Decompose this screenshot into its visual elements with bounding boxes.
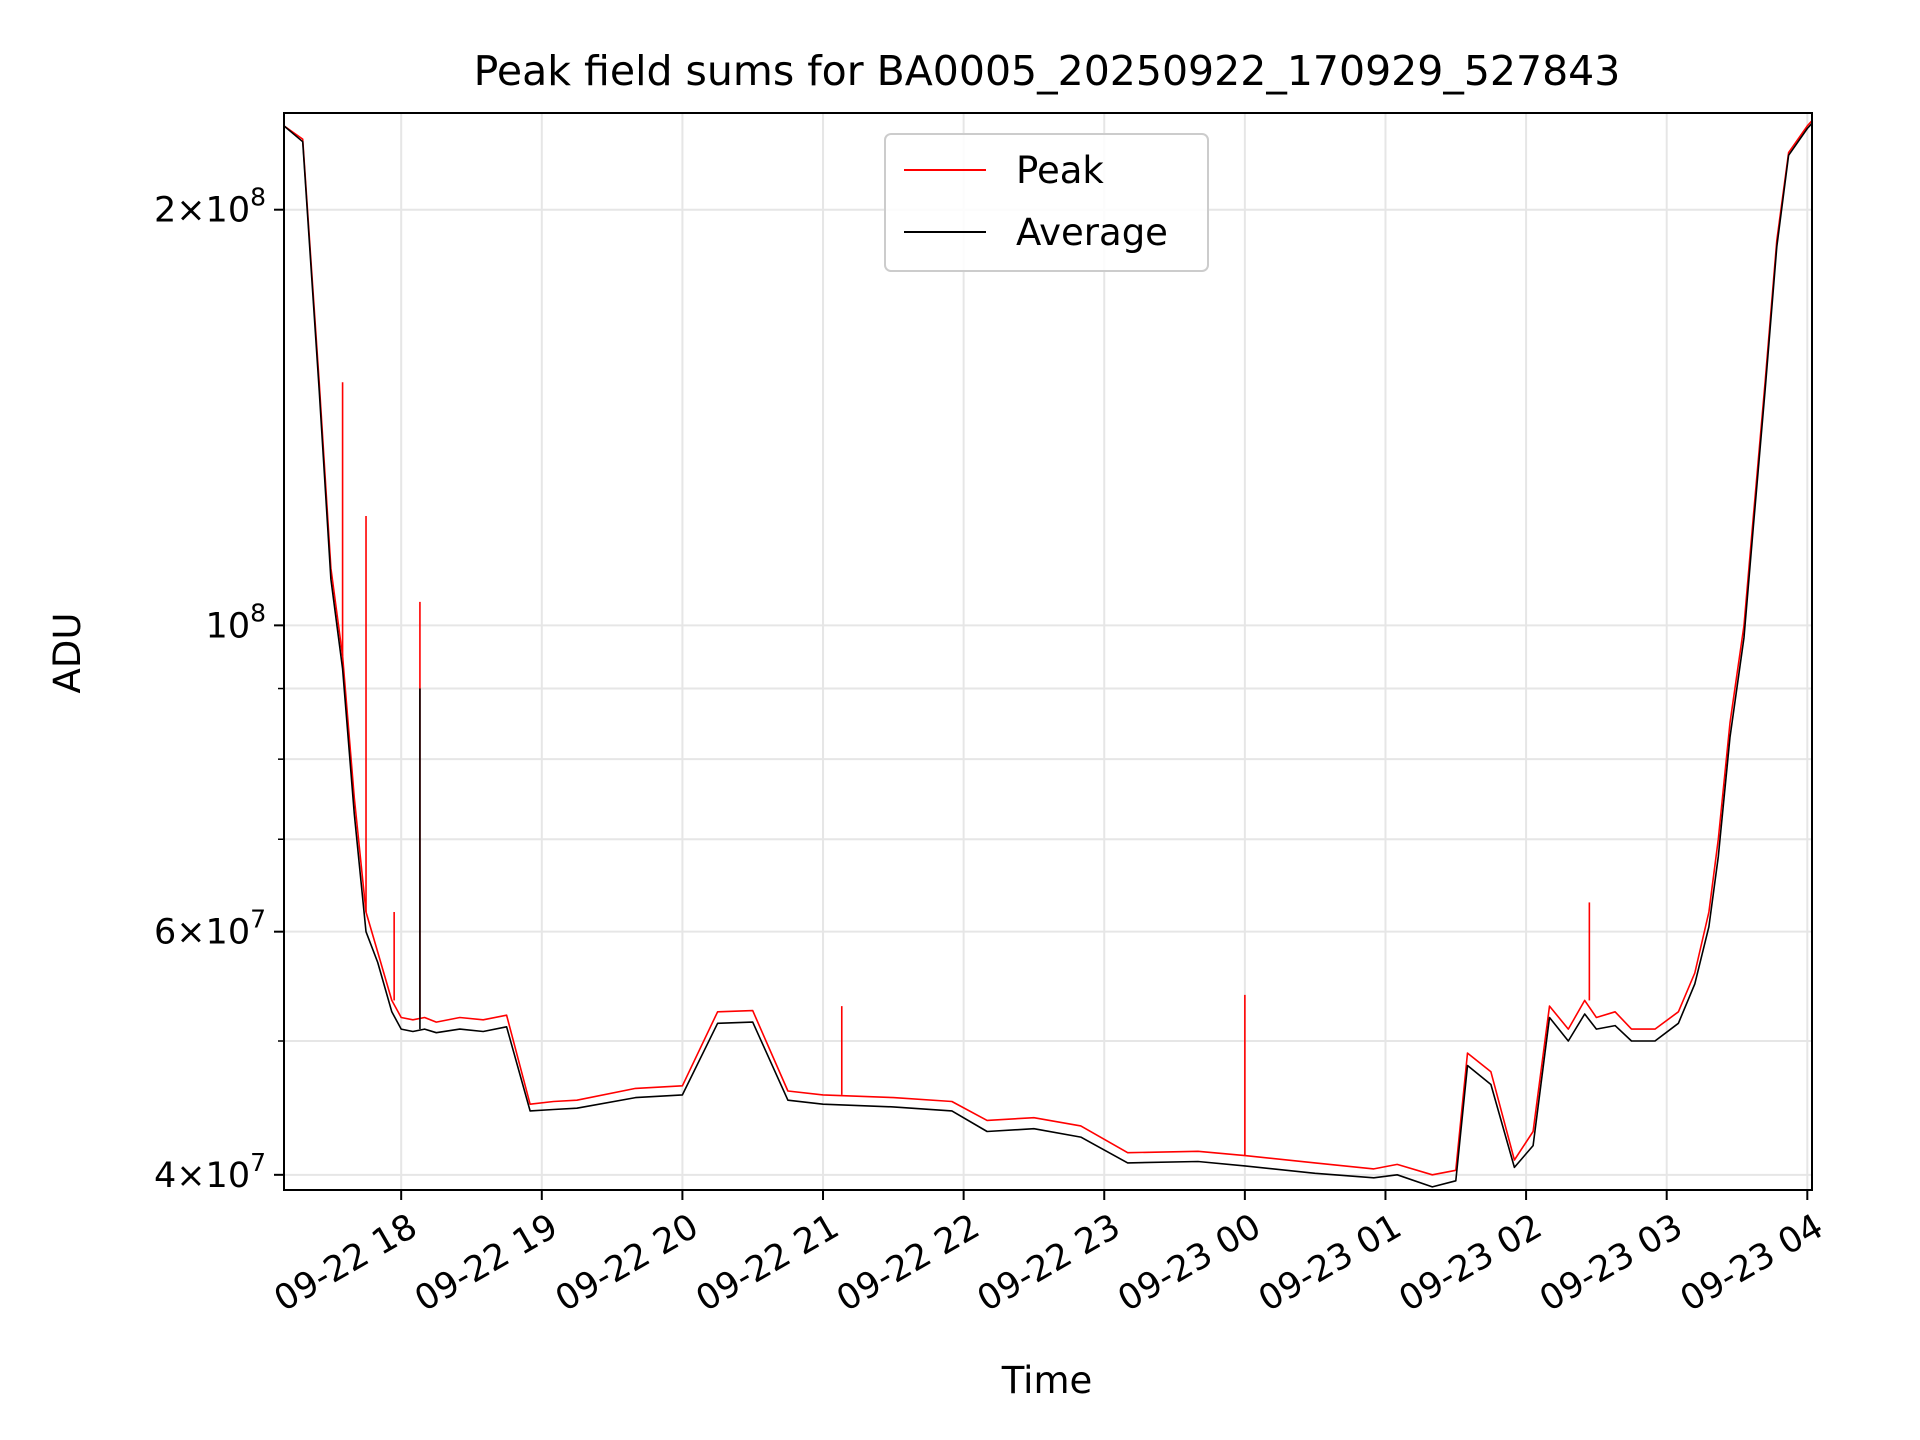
y-axis: 4×107 6×107 108 2×108	[154, 183, 284, 1196]
plot-frame	[283, 112, 1813, 1191]
y-tick-label: 4×107	[154, 1148, 266, 1196]
x-tick-label: 09-23 03	[1533, 1207, 1689, 1320]
y-axis-label: ADU	[46, 613, 89, 694]
y-tick-label: 108	[206, 598, 266, 646]
x-tick-label: 09-23 04	[1674, 1207, 1830, 1320]
x-axis-label: Time	[1001, 1359, 1093, 1402]
legend-peak-label: Peak	[1016, 149, 1104, 192]
legend: Peak Average	[884, 133, 1209, 272]
legend-average-label: Average	[1016, 211, 1168, 254]
x-tick-label: 09-23 02	[1393, 1207, 1549, 1320]
chart-title: Peak field sums for BA0005_20250922_1709…	[474, 47, 1621, 95]
y-tick-label: 6×107	[154, 905, 266, 953]
x-tick-label: 09-22 20	[549, 1207, 705, 1320]
x-tick-label: 09-22 18	[268, 1207, 424, 1320]
series-line-average	[283, 122, 1813, 1188]
x-tick-label: 09-22 23	[971, 1207, 1127, 1320]
plot-lines	[283, 120, 1813, 1188]
x-tick-label: 09-22 19	[408, 1207, 564, 1320]
series-line-peak	[283, 120, 1813, 1176]
legend-box	[884, 133, 1209, 272]
x-tick-label: 09-22 21	[690, 1207, 846, 1320]
x-tick-label: 09-22 22	[830, 1207, 986, 1320]
x-tick-label: 09-23 00	[1111, 1207, 1267, 1320]
y-tick-label: 2×108	[154, 183, 266, 231]
x-tick-label: 09-23 01	[1252, 1207, 1408, 1320]
grid	[284, 113, 1812, 1190]
